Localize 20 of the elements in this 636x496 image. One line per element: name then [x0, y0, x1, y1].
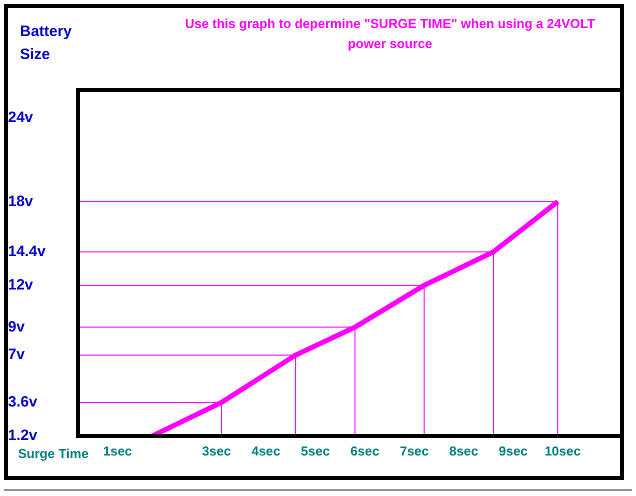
x-tick-label: 10sec [544, 443, 581, 458]
y-tick-label: 18v [8, 192, 34, 210]
y-tick-label: 1.2v [8, 427, 38, 444]
y-tick-label: 12v [8, 276, 34, 294]
y-axis-title: Battery Size [20, 22, 73, 65]
x-tick-label: 3sec [202, 443, 231, 458]
x-axis-title: Surge Time [18, 446, 89, 461]
x-tick-label: 9sec [498, 443, 528, 458]
y-tick-label: 9v [8, 318, 26, 336]
y-tick-label: 3.6v [8, 394, 38, 411]
chart-title: Use this graph to depermine "SURGE TIME" when using a 24VOLT power source [184, 15, 596, 53]
x-tick-label: 8sec [449, 443, 478, 458]
x-tick-label: 4sec [251, 443, 280, 458]
x-tick-label: 6sec [350, 443, 380, 458]
y-tick-label: 14.4v [8, 242, 46, 260]
y-tick-label: 24v [8, 109, 34, 126]
x-tick-label: 5sec [300, 443, 330, 458]
y-tick-label: 7v [8, 346, 26, 364]
x-tick-label: 7sec [400, 443, 429, 458]
x-tick-label: 1sec [103, 443, 132, 458]
